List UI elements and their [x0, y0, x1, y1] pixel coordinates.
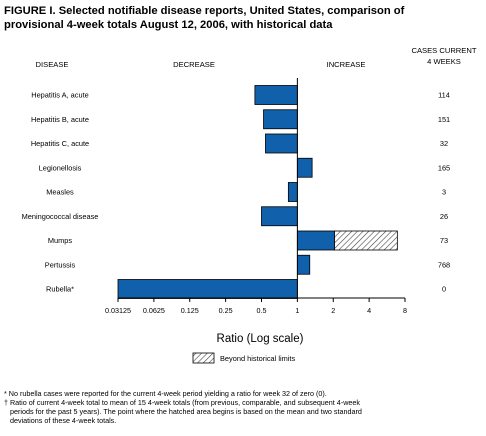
x-tick-label-0_03125: 0.03125 — [105, 306, 131, 315]
cases-value-rubella: 0 — [442, 285, 446, 294]
x-tick-label-0_125: 0.125 — [181, 306, 199, 315]
cases-value-hepatitis-c-acute: 32 — [440, 139, 448, 148]
cases-value-hepatitis-b-acute: 151 — [438, 115, 450, 124]
bar-meningococcal-disease — [261, 206, 298, 227]
bar-beyond-limits-mumps — [334, 230, 398, 251]
bar-hepatitis-b-acute — [263, 109, 298, 130]
x-tick-label-2: 2 — [331, 306, 335, 315]
footnote-ratio-2: periods for the past 5 years). The point… — [10, 407, 362, 416]
legend-label: Beyond historical limits — [220, 354, 295, 363]
cases-value-hepatitis-a-acute: 114 — [438, 91, 450, 100]
x-tick-label-4: 4 — [367, 306, 371, 315]
legend-hatch-swatch — [192, 352, 215, 364]
category-label-measles: Measles — [46, 188, 74, 197]
bar-legionellosis — [296, 157, 313, 178]
bar-pertussis — [296, 254, 311, 275]
bar-rubella — [117, 279, 298, 299]
cases-value-measles: 3 — [442, 188, 446, 197]
x-tick-label-1: 1 — [295, 306, 299, 315]
bar-measles — [287, 182, 298, 202]
cases-value-mumps: 73 — [440, 236, 448, 245]
x-axis-title: Ratio (Log scale) — [217, 333, 304, 345]
category-label-mumps: Mumps — [48, 236, 73, 245]
category-label-hepatitis-b-acute: Hepatitis B, acute — [31, 115, 89, 124]
bar-hepatitis-a-acute — [254, 85, 298, 105]
x-tick-label-0_5: 0.5 — [257, 306, 267, 315]
category-label-meningococcal-disease: Meningococcal disease — [22, 212, 99, 221]
figure-title-line1: FIGURE I. Selected notifiable disease re… — [4, 5, 405, 17]
cases-header-line1: CASES CURRENT — [412, 46, 477, 55]
plot-area: Hepatitis A, acute 114 Hepatitis B, acute 1… — [22, 78, 450, 315]
bar-hepatitis-c-acute — [265, 133, 298, 154]
category-label-rubella: Rubella* — [46, 285, 74, 294]
cases-value-legionellosis: 165 — [438, 163, 450, 172]
x-tick-label-0_25: 0.25 — [219, 306, 233, 315]
cases-value-meningococcal-disease: 26 — [440, 212, 448, 221]
disease-header: DISEASE — [36, 60, 69, 69]
x-tick-label-8: 8 — [403, 306, 407, 315]
figure-title-line2: provisional 4-week totals August 12, 200… — [4, 19, 333, 31]
x-tick-label-0_0625: 0.0625 — [143, 306, 165, 315]
category-label-hepatitis-a-acute: Hepatitis A, acute — [31, 91, 89, 100]
category-label-pertussis: Pertussis — [45, 260, 76, 269]
cases-value-pertussis: 768 — [438, 260, 450, 269]
category-label-hepatitis-c-acute: Hepatitis C, acute — [31, 139, 89, 148]
footnote-ratio-3: deviations of these 4-week totals. — [10, 416, 116, 425]
category-label-legionellosis: Legionellosis — [39, 163, 82, 172]
footnote-rubella: * No rubella cases were reported for the… — [4, 389, 327, 398]
footnote-ratio-1: † Ratio of current 4-week total to mean … — [4, 398, 360, 407]
cases-header-line2: 4 WEEKS — [427, 57, 461, 66]
decrease-header: DECREASE — [173, 60, 215, 69]
bar-mumps — [296, 230, 335, 251]
increase-header: INCREASE — [327, 60, 366, 69]
